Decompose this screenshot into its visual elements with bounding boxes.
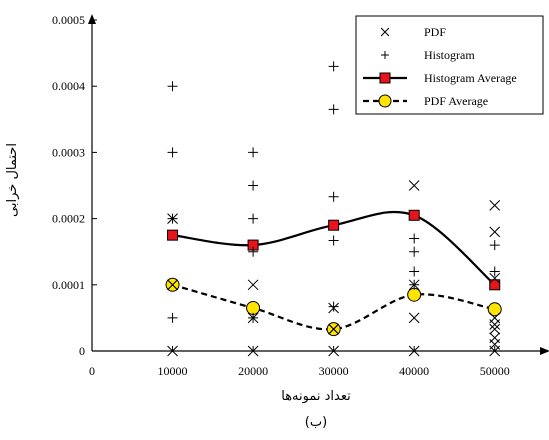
x-marker — [489, 323, 501, 335]
legend-square-marker — [379, 72, 391, 84]
series-histogram — [167, 61, 500, 323]
x-ticks: 0 10000 20000 30000 40000 50000 — [89, 346, 510, 378]
legend: PDF Histogram Histogram Average PDF Average — [355, 15, 544, 115]
plus-marker — [248, 213, 259, 224]
plus-marker — [248, 147, 259, 158]
x-marker — [328, 345, 339, 357]
x-marker — [247, 279, 259, 291]
axes — [88, 14, 549, 355]
x-marker — [489, 226, 501, 238]
x-tick-label: 10000 — [158, 364, 188, 378]
legend-item: PDF — [380, 25, 446, 39]
legend-item: PDF Average — [363, 94, 488, 108]
pdf-average-marker — [407, 287, 422, 302]
plus-marker — [409, 266, 420, 277]
x-tick-label: 50000 — [480, 364, 510, 378]
plus-marker — [409, 233, 420, 244]
x-tick-label: 30000 — [319, 364, 349, 378]
y-tick-label: 0.0005 — [52, 13, 85, 27]
legend-label: PDF — [424, 25, 446, 39]
plus-marker — [328, 191, 339, 202]
x-marker — [167, 279, 178, 291]
plus-marker — [248, 246, 259, 257]
x-tick-label: 0 — [89, 364, 95, 378]
pdf-average-marker — [246, 300, 261, 315]
series-histogram-average — [167, 209, 501, 291]
legend-item: Histogram — [381, 48, 475, 62]
y-tick-label: 0.0002 — [52, 212, 85, 226]
histogram-average-marker — [167, 229, 179, 241]
y-tick-label: 0.0004 — [52, 79, 85, 93]
x-marker — [489, 319, 501, 330]
legend-circle-marker — [378, 94, 392, 108]
plus-marker — [167, 147, 178, 158]
x-axis-label: تعداد نمونه‌ها — [281, 389, 351, 404]
plus-marker — [409, 246, 420, 257]
plus-marker — [328, 235, 339, 246]
pdf-average-line — [172, 283, 495, 331]
plus-marker — [328, 301, 339, 312]
x-marker — [489, 345, 501, 357]
plus-marker — [167, 81, 178, 92]
y-axis-label: احتمال خرابی — [5, 143, 20, 217]
figure-caption: (ب) — [305, 415, 327, 430]
x-marker — [408, 345, 420, 357]
plus-marker — [489, 266, 500, 277]
histogram-average-marker — [489, 279, 501, 291]
x-marker — [380, 27, 390, 37]
y-ticks: 0 0.0001 0.0002 0.0003 0.0004 0.0005 — [52, 13, 97, 358]
x-marker — [167, 345, 178, 357]
plus-marker — [409, 279, 420, 290]
plus-marker — [248, 180, 259, 191]
plot-series — [165, 61, 502, 357]
plus-marker — [328, 61, 339, 72]
histogram-average-marker — [408, 209, 420, 221]
plus-marker — [248, 312, 259, 323]
plus-marker — [167, 213, 178, 224]
y-tick-label: 0 — [79, 344, 85, 358]
legend-label: Histogram Average — [424, 71, 517, 85]
legend-label: PDF Average — [424, 94, 488, 108]
histogram-average-marker — [328, 219, 340, 231]
x-marker — [328, 323, 339, 335]
legend-label: Histogram — [424, 48, 475, 62]
plus-marker — [489, 240, 500, 251]
pdf-average-marker — [487, 302, 502, 317]
y-tick-label: 0.0001 — [52, 278, 85, 292]
y-tick-label: 0.0003 — [52, 145, 85, 159]
plus-marker — [328, 104, 339, 115]
x-marker — [489, 200, 501, 211]
legend-item: Histogram Average — [363, 71, 517, 85]
x-marker — [247, 345, 259, 357]
x-tick-label: 40000 — [399, 364, 429, 378]
plus-marker — [167, 312, 178, 323]
x-marker — [489, 272, 501, 284]
x-tick-label: 20000 — [238, 364, 268, 378]
plus-marker — [381, 51, 389, 59]
x-marker — [408, 312, 420, 324]
series-pdf — [167, 180, 501, 357]
x-marker — [408, 180, 420, 191]
